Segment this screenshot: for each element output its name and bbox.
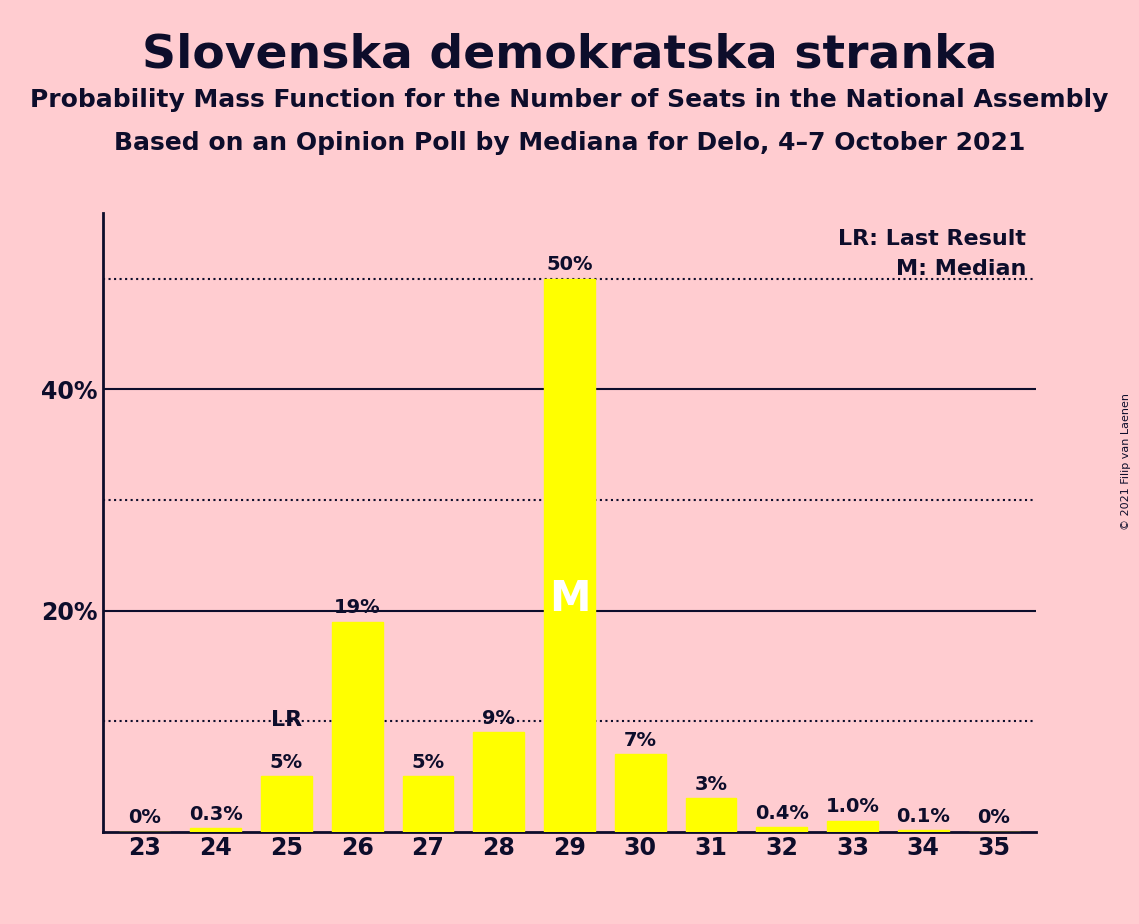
Text: 1.0%: 1.0%: [826, 797, 879, 816]
Text: 0.1%: 0.1%: [896, 807, 950, 826]
Bar: [474, 732, 524, 832]
Text: LR: LR: [271, 710, 302, 730]
Bar: [615, 754, 665, 832]
Text: 50%: 50%: [547, 255, 592, 274]
Text: Slovenska demokratska stranka: Slovenska demokratska stranka: [141, 32, 998, 78]
Text: 5%: 5%: [270, 753, 303, 772]
Bar: [402, 776, 453, 832]
Text: LR: Last Result: LR: Last Result: [838, 229, 1026, 249]
Text: M: Median: M: Median: [895, 259, 1026, 279]
Bar: [827, 821, 878, 832]
Text: Probability Mass Function for the Number of Seats in the National Assembly: Probability Mass Function for the Number…: [31, 88, 1108, 112]
Bar: [898, 831, 949, 832]
Text: 0%: 0%: [977, 808, 1010, 827]
Text: © 2021 Filip van Laenen: © 2021 Filip van Laenen: [1121, 394, 1131, 530]
Bar: [331, 622, 383, 832]
Text: 9%: 9%: [482, 709, 515, 728]
Text: Based on an Opinion Poll by Mediana for Delo, 4–7 October 2021: Based on an Opinion Poll by Mediana for …: [114, 131, 1025, 155]
Bar: [686, 798, 737, 832]
Bar: [756, 827, 808, 832]
Bar: [190, 828, 241, 832]
Text: 7%: 7%: [624, 731, 657, 749]
Text: M: M: [549, 578, 590, 620]
Bar: [261, 776, 312, 832]
Text: 19%: 19%: [334, 598, 380, 617]
Bar: [544, 279, 595, 832]
Text: 0.3%: 0.3%: [189, 805, 243, 824]
Text: 3%: 3%: [695, 775, 728, 794]
Text: 0.4%: 0.4%: [755, 804, 809, 822]
Text: 5%: 5%: [411, 753, 444, 772]
Text: 0%: 0%: [129, 808, 162, 827]
